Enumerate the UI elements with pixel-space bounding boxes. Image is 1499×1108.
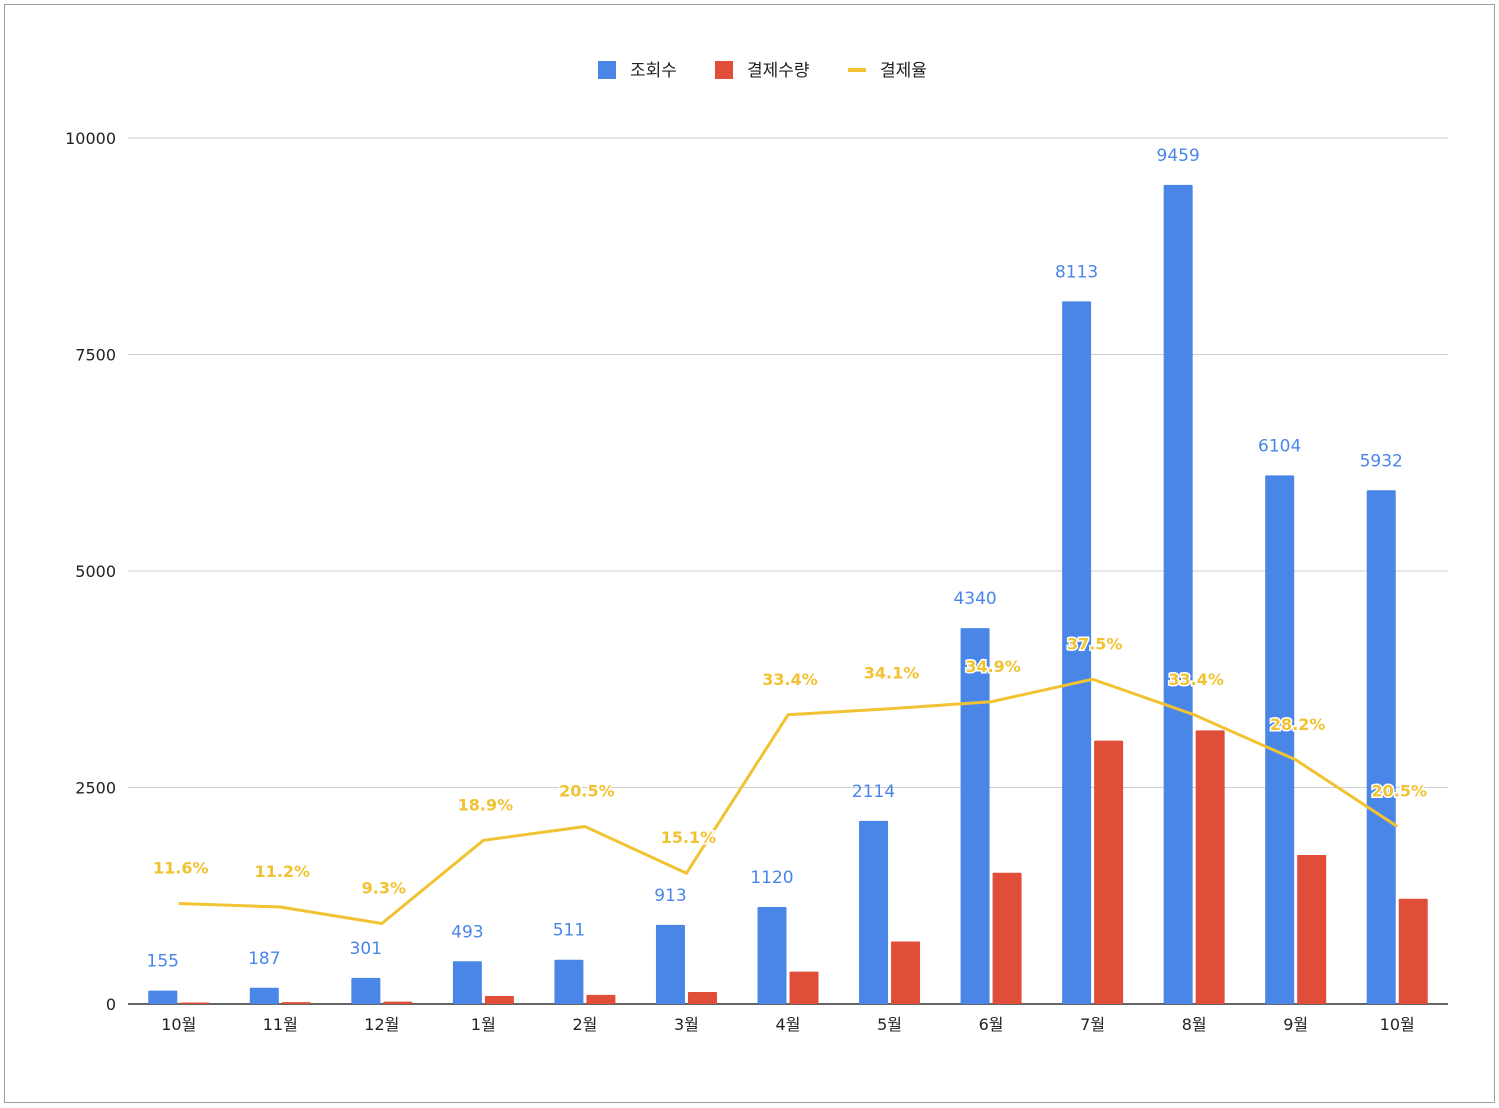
- purchases-bar: [383, 1001, 413, 1004]
- x-tick-label: 9월: [1283, 1015, 1308, 1034]
- views-bar: [1366, 490, 1396, 1004]
- rate-value-label: 33.4%: [1168, 670, 1224, 689]
- chart-frame: [4, 4, 1495, 1103]
- purchases-bar: [1094, 740, 1124, 1004]
- views-bar: [1062, 301, 1092, 1005]
- data-labels: 155 187 301 493 511 913 1120 2114 4340 8113 9459 61…: [147, 146, 1429, 972]
- y-tick-label: 5000: [75, 562, 116, 581]
- y-tick-label: 7500: [75, 346, 116, 365]
- views-bar: [655, 924, 685, 1004]
- views-value-label: 1120: [750, 868, 793, 888]
- y-tick-label: 10000: [65, 129, 116, 148]
- y-tick-label: 0: [106, 995, 116, 1014]
- rate-value-label: 18.9%: [458, 795, 514, 814]
- y-tick-label: 2500: [75, 779, 116, 798]
- views-value-label: 301: [350, 939, 382, 959]
- rate-value-label: 15.1%: [661, 828, 717, 847]
- views-value-label: 913: [654, 886, 686, 906]
- views-bar: [1163, 184, 1193, 1005]
- views-bar: [554, 959, 584, 1004]
- x-tick-label: 6월: [979, 1015, 1004, 1034]
- x-tick-label: 11월: [263, 1015, 298, 1034]
- legend-swatch: [598, 61, 616, 79]
- purchases-bar: [687, 992, 717, 1004]
- rate-value-label: 28.2%: [1270, 715, 1326, 734]
- bars: [148, 184, 1428, 1005]
- views-bar: [859, 820, 889, 1004]
- purchases-bar: [180, 1002, 210, 1004]
- views-value-label: 8113: [1055, 262, 1098, 282]
- views-bar: [1265, 475, 1295, 1005]
- rate-value-label: 9.3%: [362, 878, 406, 897]
- x-tick-label: 4월: [776, 1015, 801, 1034]
- views-value-label: 187: [248, 949, 280, 969]
- legend-line-swatch: [848, 68, 866, 72]
- legend-label: 결제수량: [747, 61, 810, 81]
- views-value-label: 6104: [1258, 436, 1301, 456]
- views-bar: [452, 961, 482, 1004]
- purchases-bar: [1398, 898, 1428, 1004]
- y-axis-ticks: 0 2500 5000 7500 10000: [65, 129, 116, 1014]
- x-tick-label: 8월: [1182, 1015, 1207, 1034]
- rate-value-label: 11.6%: [153, 859, 209, 878]
- legend: 조회수 결제수량 결제율: [598, 61, 927, 81]
- views-value-label: 511: [553, 921, 585, 941]
- purchases-bar: [891, 941, 921, 1004]
- rate-value-label: 11.2%: [255, 862, 311, 881]
- rate-line-path: [178, 677, 1399, 925]
- x-tick-label: 10월: [1380, 1015, 1415, 1034]
- views-value-label: 493: [451, 922, 483, 942]
- rate-line: [178, 677, 1399, 925]
- legend-label: 조회수: [630, 61, 677, 81]
- views-value-label: 155: [147, 952, 179, 972]
- rate-value-label: 34.1%: [864, 664, 920, 683]
- views-value-label: 5932: [1360, 451, 1403, 471]
- views-bar: [757, 907, 787, 1004]
- x-tick-label: 7월: [1080, 1015, 1105, 1034]
- views-bar: [960, 628, 990, 1004]
- legend-swatch: [715, 61, 733, 79]
- x-tick-label: 5월: [877, 1015, 902, 1034]
- purchases-bar: [281, 1002, 311, 1004]
- rate-value-label: 33.4%: [762, 670, 818, 689]
- x-axis-ticks: 10월 11월 12월 1월 2월 3월 4월 5월 6월 7월 8월 9월 10월: [161, 1015, 1415, 1034]
- purchases-bar: [484, 995, 514, 1004]
- views-bar: [148, 990, 178, 1004]
- rate-value-label: 20.5%: [1371, 781, 1427, 800]
- purchases-bar: [1195, 730, 1225, 1004]
- purchases-bar: [789, 971, 819, 1004]
- x-tick-label: 3월: [674, 1015, 699, 1034]
- views-bar: [249, 987, 279, 1004]
- legend-label: 결제율: [880, 61, 927, 81]
- x-tick-label: 2월: [572, 1015, 597, 1034]
- views-value-label: 2114: [852, 782, 895, 802]
- purchases-bar: [992, 872, 1022, 1004]
- rate-value-label: 34.9%: [965, 657, 1021, 676]
- x-tick-label: 12월: [364, 1015, 399, 1034]
- gridlines: [128, 137, 1448, 1005]
- x-tick-label: 1월: [471, 1015, 496, 1034]
- purchases-bar: [586, 994, 616, 1004]
- views-bar: [351, 977, 381, 1004]
- rate-value-label: 20.5%: [559, 781, 615, 800]
- views-value-label: 9459: [1157, 146, 1200, 166]
- purchases-bar: [1297, 854, 1327, 1004]
- x-tick-label: 10월: [161, 1015, 196, 1034]
- views-value-label: 4340: [953, 589, 996, 609]
- rate-value-label: 37.5%: [1067, 634, 1123, 653]
